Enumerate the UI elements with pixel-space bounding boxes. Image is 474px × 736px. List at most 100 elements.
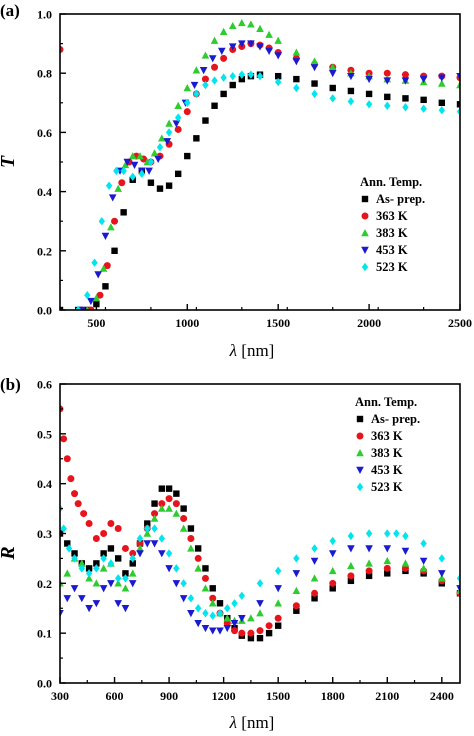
data-point (129, 560, 136, 567)
data-point (199, 67, 208, 75)
data-point (292, 570, 301, 578)
data-point (173, 490, 180, 497)
data-point (274, 585, 282, 593)
legend-label: 523 K (371, 480, 403, 494)
data-point (107, 559, 115, 568)
data-point (192, 66, 201, 74)
y-tick-label: 0.8 (37, 67, 52, 81)
data-point (172, 500, 180, 508)
data-point (121, 584, 130, 592)
data-point (107, 223, 115, 231)
panel-label: (a) (0, 1, 20, 20)
y-tick-label: 0.5 (37, 427, 52, 441)
data-point (122, 574, 129, 583)
data-point (201, 574, 209, 582)
x-tick-label: 1000 (175, 316, 199, 330)
data-point (111, 247, 118, 254)
data-point (63, 569, 72, 577)
data-point (365, 572, 373, 580)
data-point (220, 73, 227, 82)
data-point (92, 294, 101, 302)
data-point (347, 87, 355, 95)
data-point (208, 627, 217, 635)
data-point (247, 629, 255, 637)
data-point (202, 80, 209, 90)
panel-label: (b) (0, 375, 21, 394)
data-point (187, 610, 195, 618)
data-point (438, 570, 446, 578)
data-point (154, 155, 162, 164)
data-point (202, 117, 209, 124)
data-point (165, 128, 173, 137)
legend-marker (361, 246, 369, 254)
legend-label: 383 K (376, 226, 408, 240)
data-point (456, 585, 460, 593)
data-point (78, 564, 86, 573)
series-3 (78, 40, 460, 310)
data-point (401, 564, 409, 572)
data-point (256, 43, 264, 51)
x-tick-label: 1800 (321, 689, 345, 703)
data-point (93, 564, 100, 573)
data-point (129, 172, 136, 181)
data-point (311, 595, 318, 602)
data-point (238, 629, 246, 637)
legend-title: Ann. Temp. (360, 175, 422, 189)
data-point (92, 579, 101, 587)
data-point (238, 591, 246, 600)
data-point (174, 170, 182, 178)
data-point (456, 101, 460, 108)
legend: Ann. Temp. As- prep. 363 K 383 K 453 K 523 K (355, 395, 420, 494)
data-point (438, 574, 446, 582)
data-point (201, 584, 210, 592)
data-point (209, 594, 217, 602)
data-point (179, 595, 188, 603)
data-point (311, 89, 318, 99)
data-point (365, 559, 373, 567)
data-point (311, 544, 318, 553)
data-point (121, 605, 130, 613)
data-point (118, 179, 126, 187)
data-point (201, 624, 210, 633)
data-point (201, 75, 209, 83)
data-point (274, 36, 282, 44)
data-point (114, 184, 122, 192)
data-point (194, 564, 202, 572)
data-point (102, 283, 109, 290)
data-point (256, 579, 264, 588)
data-point (172, 580, 181, 588)
legend-label: 523 K (376, 260, 408, 274)
data-point (78, 595, 86, 603)
data-point (265, 622, 273, 630)
data-point (165, 182, 173, 189)
data-point (158, 550, 166, 558)
data-point (292, 58, 301, 66)
data-point (136, 550, 144, 558)
data-point (194, 620, 202, 628)
data-point (71, 490, 79, 498)
series-3 (60, 540, 460, 635)
data-point (211, 102, 218, 109)
data-point (209, 611, 216, 620)
data-point (365, 100, 373, 109)
data-point (120, 209, 127, 216)
y-tick-label: 0.2 (37, 577, 52, 591)
data-point (150, 149, 159, 157)
data-point (60, 524, 67, 533)
data-point (238, 615, 246, 623)
y-tick-label: 0.1 (37, 627, 52, 641)
panel-b: 300 600 900 1200 1500 1800 2100 2400 0.0 0.1 0.2 0.… (0, 375, 461, 732)
data-point (147, 179, 155, 186)
data-point (63, 595, 72, 603)
data-points (60, 18, 460, 310)
data-point (293, 554, 300, 563)
panel-a: 500 1000 1500 2000 2500 0.0 0.2 0.4 0.6 0.8 1.0 (a)… (0, 1, 472, 360)
data-point (105, 181, 113, 190)
data-point (60, 306, 64, 310)
data-point (180, 579, 187, 588)
data-point (144, 524, 151, 533)
data-point (247, 40, 255, 48)
data-point (347, 572, 355, 580)
data-point (85, 306, 90, 310)
data-point (202, 565, 209, 572)
